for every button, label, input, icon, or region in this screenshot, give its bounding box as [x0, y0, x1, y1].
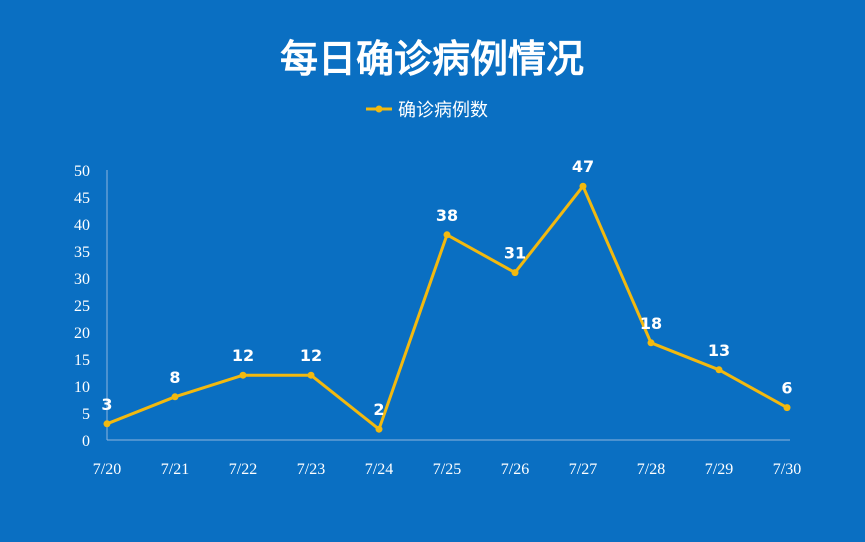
data-label: 3	[101, 395, 112, 414]
x-tick-label: 7/25	[433, 461, 461, 478]
data-point	[239, 371, 247, 379]
series-line-group	[103, 182, 791, 433]
legend-label: 确诊病例数	[398, 100, 488, 121]
y-tick-label: 45	[74, 190, 90, 207]
x-tick-labels: 7/20 7/21 7/22 7/23 7/24 7/25 7/26 7/27 7/28 7/29…	[93, 461, 801, 478]
data-point	[511, 269, 519, 277]
data-label: 8	[169, 368, 180, 387]
data-label: 12	[232, 346, 254, 365]
y-tick-labels: 0 5 10 15 20 25 30 35 40 45 50	[74, 163, 90, 450]
y-tick-label: 0	[82, 433, 90, 450]
x-tick-label: 7/22	[229, 461, 257, 478]
data-point	[783, 404, 791, 412]
y-tick-label: 10	[74, 379, 90, 396]
data-label: 2	[373, 400, 384, 419]
x-tick-label: 7/24	[365, 461, 393, 478]
data-label: 47	[572, 157, 594, 176]
data-point	[307, 371, 315, 379]
data-point	[375, 425, 383, 433]
data-point	[715, 366, 723, 374]
legend: 确诊病例数	[366, 100, 488, 121]
x-tick-label: 7/26	[501, 461, 529, 478]
y-tick-label: 30	[74, 271, 90, 288]
data-point	[579, 182, 587, 190]
x-tick-label: 7/20	[93, 461, 121, 478]
data-point	[171, 393, 179, 401]
y-tick-label: 50	[74, 163, 90, 180]
y-tick-label: 25	[74, 298, 90, 315]
y-tick-label: 35	[74, 244, 90, 261]
data-label: 6	[781, 379, 792, 398]
data-point	[443, 231, 451, 239]
chart-title: 每日确诊病例情况	[280, 37, 584, 81]
x-tick-label: 7/27	[569, 461, 597, 478]
y-tick-label: 15	[74, 352, 90, 369]
x-tick-label: 7/30	[773, 461, 801, 478]
data-point	[647, 339, 655, 347]
x-tick-label: 7/29	[705, 461, 733, 478]
data-label: 18	[640, 314, 662, 333]
x-tick-label: 7/21	[161, 461, 189, 478]
y-tick-label: 20	[74, 325, 90, 342]
data-point	[103, 420, 111, 428]
y-tick-label: 5	[82, 406, 90, 423]
data-label: 13	[708, 341, 730, 360]
legend-marker-swatch	[375, 105, 383, 113]
x-tick-label: 7/28	[637, 461, 665, 478]
data-label: 31	[504, 244, 526, 263]
data-label: 38	[436, 206, 458, 225]
x-tick-label: 7/23	[297, 461, 325, 478]
y-tick-label: 40	[74, 217, 90, 234]
data-label: 12	[300, 346, 322, 365]
